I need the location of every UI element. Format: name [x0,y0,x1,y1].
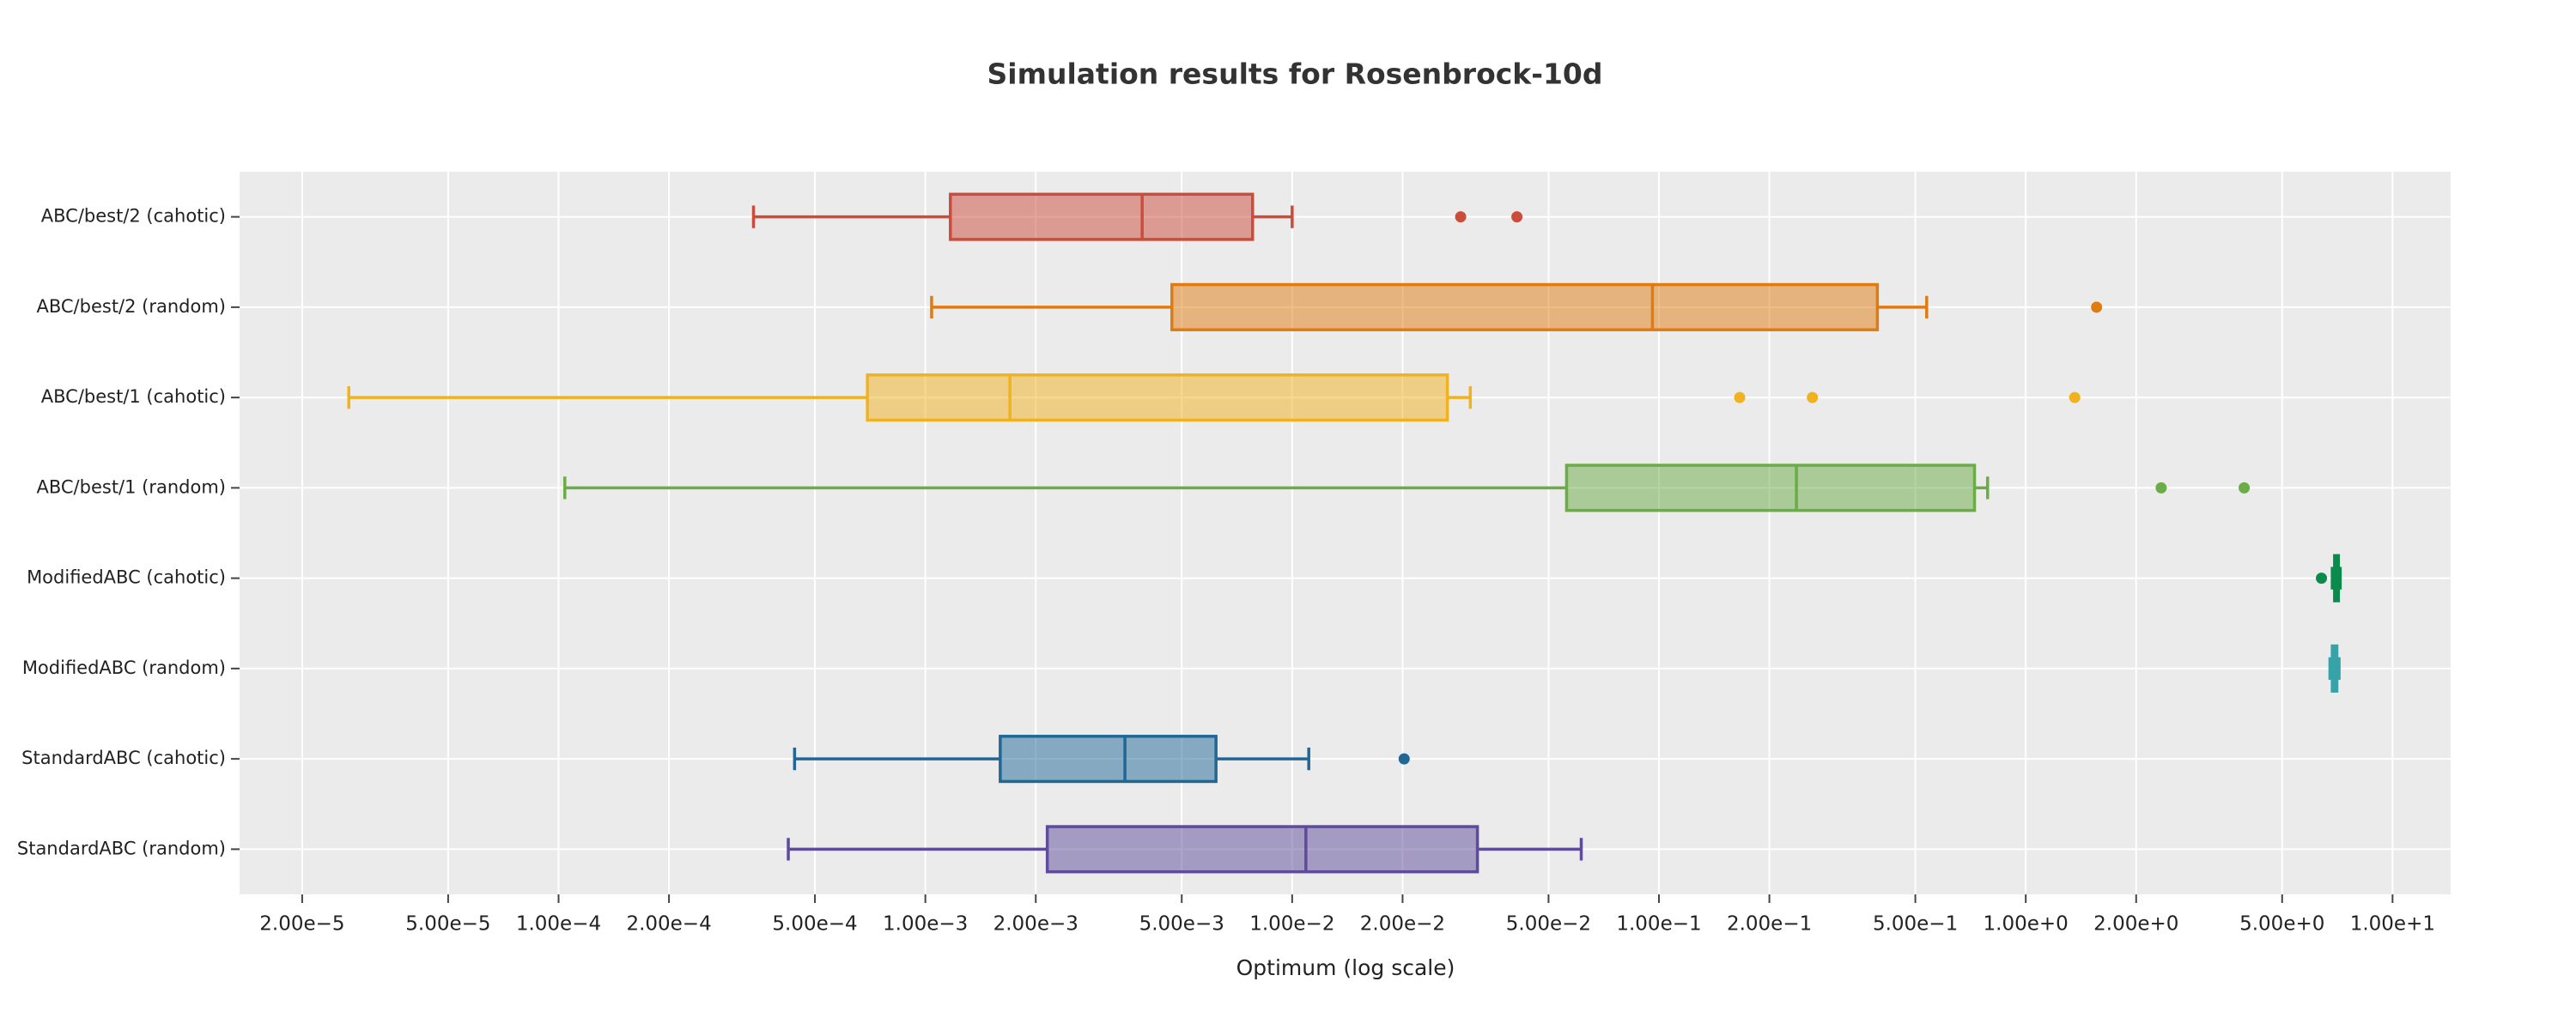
x-tick-label: 1.00e−1 [1616,913,1701,936]
box [999,735,1218,784]
y-tick-label: ABC/best/2 (random) [36,296,226,317]
x-tick-label: 1.00e+0 [1984,913,2069,936]
x-tick-label: 1.00e−3 [883,913,968,936]
x-tick-label: 2.00e−5 [259,913,344,936]
x-tick-label: 2.00e−1 [1727,913,1812,936]
outlier [2155,482,2167,494]
plot-background [240,172,2451,894]
x-tick-label: 5.00e+0 [2239,913,2324,936]
outlier [1734,391,1746,403]
box [949,192,1255,241]
x-tick-label: 5.00e−5 [405,913,490,936]
outlier [1455,211,1467,223]
y-tick-label: StandardABC (cahotic) [21,748,226,768]
box [1045,825,1479,874]
x-tick-label: 1.00e−4 [516,913,601,936]
outlier [2069,391,2081,403]
outlier [2091,301,2103,313]
x-tick-label: 1.00e+1 [2350,913,2435,936]
x-tick-label: 5.00e−2 [1506,913,1591,936]
box [866,373,1449,422]
x-tick-label: 2.00e−2 [1360,913,1445,936]
box [1170,282,1880,331]
y-tick-label: ModifiedABC (random) [22,657,226,678]
x-tick-label: 5.00e−3 [1139,913,1224,936]
outlier [1398,753,1410,765]
y-tick-label: ABC/best/2 (cahotic) [41,206,226,227]
x-tick-label: 5.00e−4 [772,913,857,936]
x-tick-label: 2.00e−4 [626,913,711,936]
outlier [2239,482,2251,494]
outlier [2316,573,2328,585]
y-tick-label: StandardABC (random) [17,838,226,858]
box [1564,464,1977,512]
chart-title: Simulation results for Rosenbrock-10d [987,58,1603,91]
outlier [1511,211,1523,223]
y-tick-label: ABC/best/1 (random) [36,476,226,497]
x-tick-label: 1.00e−2 [1249,913,1334,936]
x-axis-label: Optimum (log scale) [1236,955,1455,980]
y-tick-label: ABC/best/1 (cahotic) [41,386,226,407]
y-tick-label: ModifiedABC (cahotic) [27,567,226,588]
outlier [1807,391,1819,403]
x-tick-label: 5.00e−1 [1873,913,1958,936]
x-tick-label: 2.00e+0 [2093,913,2178,936]
x-tick-label: 2.00e−3 [993,913,1078,936]
